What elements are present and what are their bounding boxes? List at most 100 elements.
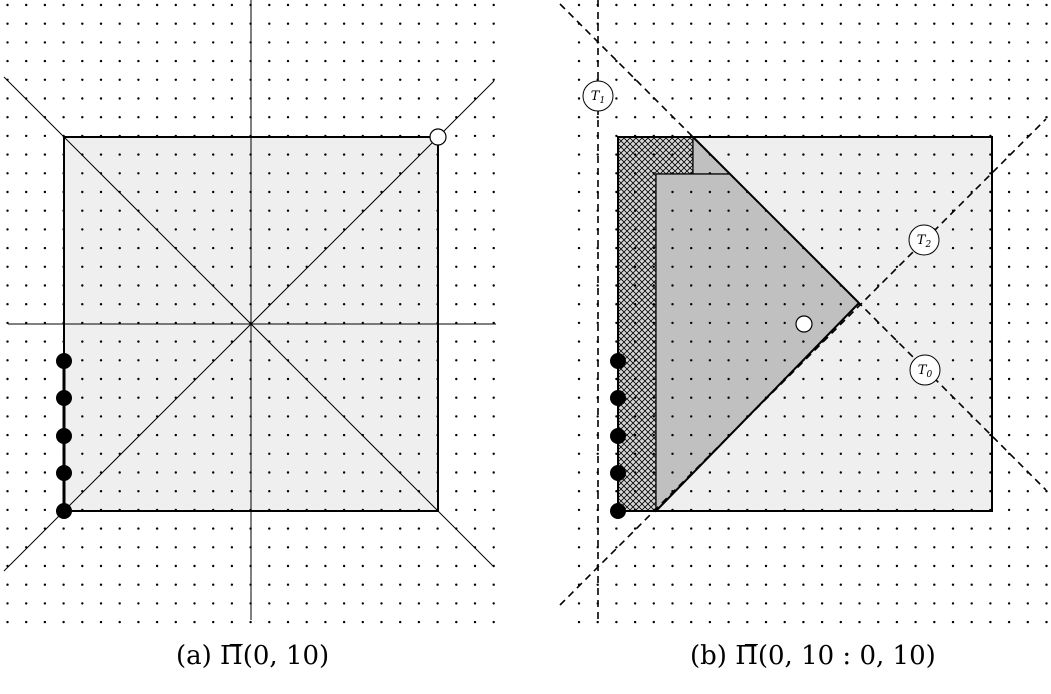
grid-dot xyxy=(933,116,936,119)
grid-dot xyxy=(839,340,842,343)
grid-dot xyxy=(212,452,215,455)
grid-dot xyxy=(155,97,159,100)
grid-dot xyxy=(746,452,749,455)
grid-dot xyxy=(671,527,674,530)
grid-dot xyxy=(137,228,140,231)
grid-dot xyxy=(633,321,637,325)
grid-dot xyxy=(455,303,458,306)
grid-dot xyxy=(951,3,955,7)
grid-dot xyxy=(746,172,749,175)
grid-dot xyxy=(324,340,327,343)
grid-dot xyxy=(399,246,402,250)
grid-dot xyxy=(155,78,159,82)
grid-dot xyxy=(137,377,140,381)
grid-dot xyxy=(895,3,899,7)
grid-dot xyxy=(342,41,346,44)
grid-dot xyxy=(137,415,140,418)
label-sub: 2 xyxy=(924,240,931,250)
grid-dot xyxy=(118,209,121,212)
grid-dot xyxy=(727,471,730,474)
grid-dot xyxy=(305,228,308,231)
grid-dot xyxy=(492,377,495,381)
grid-dot xyxy=(99,303,103,306)
panel-b-label-t0: T0 xyxy=(909,354,941,386)
grid-dot xyxy=(342,433,346,437)
grid-dot xyxy=(970,116,973,119)
grid-dot xyxy=(1045,321,1048,325)
grid-dot xyxy=(137,116,140,119)
grid-dot xyxy=(268,396,271,399)
grid-dot xyxy=(1045,415,1048,418)
grid-dot xyxy=(895,246,899,250)
grid-dot xyxy=(690,59,693,63)
grid-dot xyxy=(473,377,477,381)
grid-dot xyxy=(895,415,899,418)
grid-dot xyxy=(783,321,786,325)
grid-dot xyxy=(802,433,805,437)
grid-dot xyxy=(596,583,599,586)
grid-dot xyxy=(361,22,364,25)
grid-dot xyxy=(174,153,177,156)
grid-dot xyxy=(305,396,308,399)
grid-dot xyxy=(951,490,955,493)
grid-dot xyxy=(989,583,992,586)
grid-dot xyxy=(137,303,140,306)
grid-dot xyxy=(492,340,495,343)
grid-dot xyxy=(361,3,364,7)
grid-dot xyxy=(417,303,421,306)
grid-dot xyxy=(361,59,364,63)
grid-dot xyxy=(633,265,637,268)
grid-dot xyxy=(324,265,327,268)
grid-dot xyxy=(286,583,290,586)
grid-dot xyxy=(492,433,495,437)
grid-dot xyxy=(230,452,234,455)
grid-dot xyxy=(933,321,936,325)
grid-dot xyxy=(671,209,674,212)
grid-dot xyxy=(951,359,955,362)
grid-dot xyxy=(951,265,955,268)
grid-dot xyxy=(324,527,327,530)
grid-dot xyxy=(858,583,861,586)
grid-dot xyxy=(230,3,234,7)
grid-dot xyxy=(914,303,917,306)
grid-dot xyxy=(577,415,581,418)
grid-dot xyxy=(1007,415,1011,418)
grid-dot xyxy=(380,172,383,175)
grid-dot xyxy=(820,602,824,605)
grid-dot xyxy=(436,546,439,549)
grid-dot xyxy=(118,3,121,7)
grid-dot xyxy=(933,209,936,212)
grid-dot xyxy=(361,564,364,568)
grid-dot xyxy=(895,116,899,119)
grid-dot xyxy=(577,97,581,100)
grid-dot xyxy=(62,564,65,568)
grid-dot xyxy=(361,620,364,624)
grid-dot xyxy=(342,546,346,549)
grid-dot xyxy=(783,359,786,362)
grid-dot xyxy=(690,97,693,100)
grid-dot xyxy=(137,602,140,605)
grid-dot xyxy=(492,172,495,175)
grid-dot xyxy=(436,583,439,586)
grid-dot xyxy=(361,303,364,306)
grid-dot xyxy=(492,284,495,287)
grid-dot xyxy=(933,396,936,399)
grid-dot xyxy=(268,209,271,212)
grid-dot xyxy=(324,97,327,100)
grid-dot xyxy=(137,546,140,549)
grid-dot xyxy=(473,228,477,231)
grid-dot xyxy=(577,134,581,138)
grid-dot xyxy=(708,433,712,437)
grid-dot xyxy=(970,433,973,437)
grid-dot xyxy=(970,190,973,194)
grid-dot xyxy=(230,78,234,82)
grid-dot xyxy=(764,303,768,306)
grid-dot xyxy=(1026,228,1030,231)
grid-dot xyxy=(577,41,581,44)
grid-dot xyxy=(118,433,121,437)
grid-dot xyxy=(193,415,196,418)
grid-dot xyxy=(380,153,383,156)
grid-dot xyxy=(877,41,880,44)
grid-dot xyxy=(417,583,421,586)
grid-dot xyxy=(81,340,84,343)
